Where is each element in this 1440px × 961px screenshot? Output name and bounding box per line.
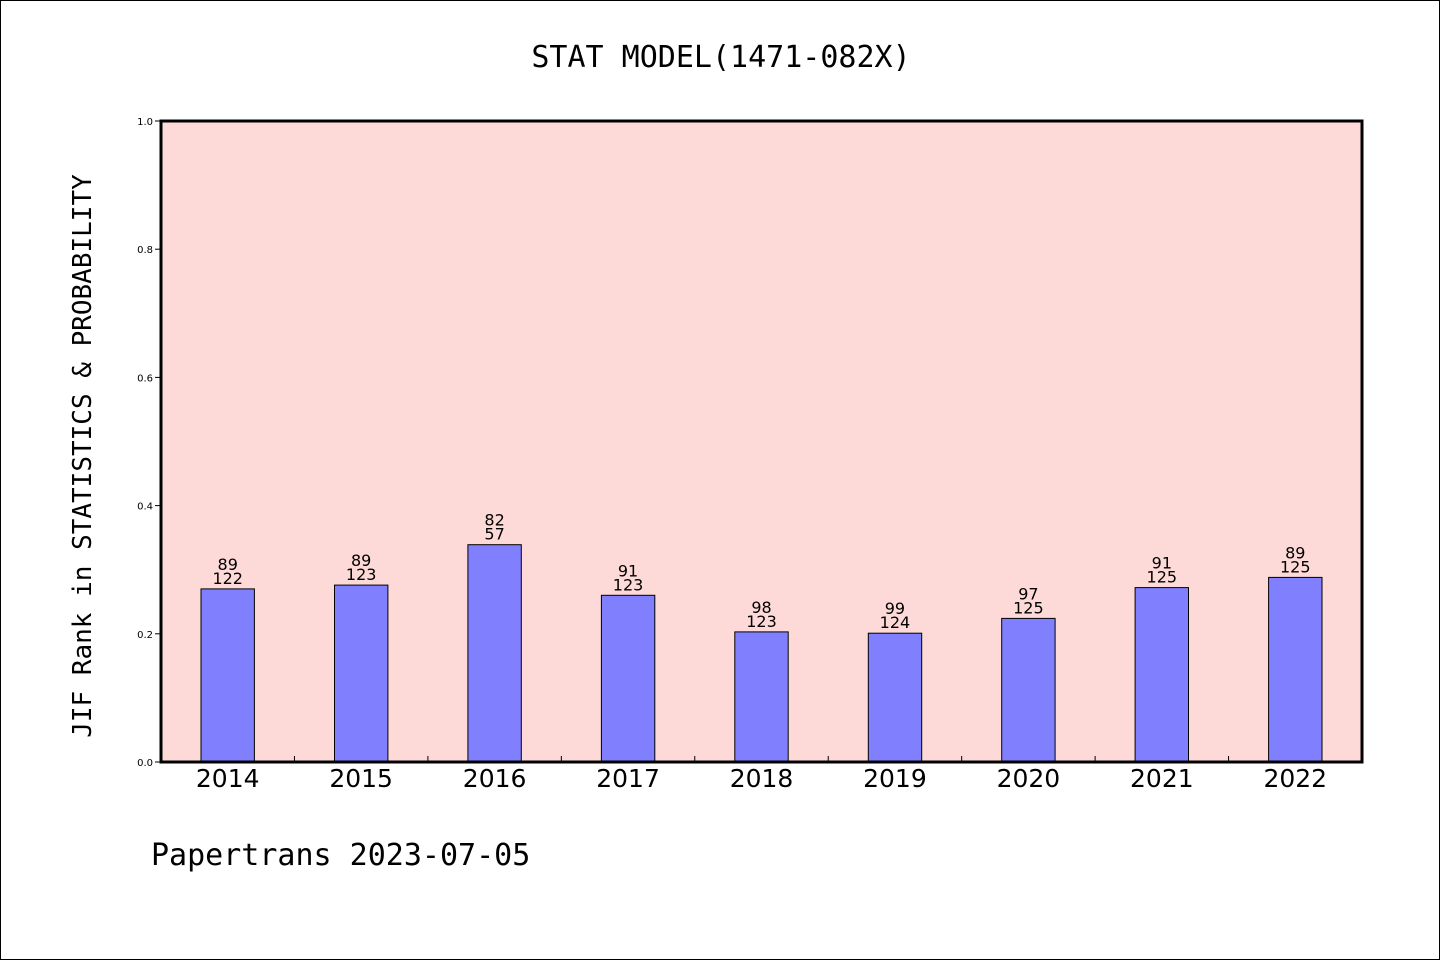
- data-label-rank-2019: 99: [885, 599, 905, 618]
- data-label-total-2020: 125: [1013, 598, 1044, 617]
- bar-2019: [867, 632, 923, 763]
- y-tick-label: 0.4: [137, 502, 153, 513]
- axis-ticks: 2014 2015 2016 2017 2018 2019 2020 2021 2022 0.0 0…: [137, 117, 1327, 793]
- data-label-total-2022: 125: [1280, 557, 1311, 576]
- bar-2020: [1001, 617, 1056, 763]
- y-tick-label: 0.2: [137, 630, 153, 641]
- y-tick-label: 0.0: [137, 758, 153, 769]
- x-tick-label-2016: 2016: [463, 764, 527, 793]
- x-tick-label-2021: 2021: [1130, 764, 1194, 793]
- data-label-total-2016: 57: [484, 525, 504, 544]
- bar-2018: [734, 631, 789, 763]
- data-label-rank-2022: 89: [1285, 543, 1305, 562]
- x-tick-label-2019: 2019: [863, 764, 927, 793]
- bar-2015: [334, 584, 389, 763]
- data-label-rank-2014: 89: [218, 555, 238, 574]
- bar-2014: [200, 588, 255, 763]
- bar-group: 8912289123825791123981239912497125911258…: [200, 511, 1323, 763]
- x-tick-label-2014: 2014: [196, 764, 260, 793]
- data-label-total-2017: 123: [613, 575, 644, 594]
- bar-2017: [600, 594, 656, 763]
- plot-frame: [159, 119, 1364, 764]
- y-tick-label: 0.6: [137, 373, 153, 384]
- data-label-rank-2021: 91: [1152, 554, 1172, 573]
- data-label-total-2018: 123: [746, 612, 777, 631]
- data-label-total-2015: 123: [346, 565, 377, 584]
- data-label-rank-2015: 89: [351, 551, 371, 570]
- y-tick-label: 1.0: [137, 117, 153, 128]
- chart-title: STAT MODEL(1471-082X): [531, 40, 910, 75]
- data-label-total-2021: 125: [1147, 568, 1178, 587]
- bar-2021: [1134, 587, 1189, 763]
- bar-2016: [467, 544, 522, 763]
- x-tick-label-2018: 2018: [730, 764, 794, 793]
- data-label-rank-2017: 91: [618, 561, 638, 580]
- x-tick-label-2020: 2020: [997, 764, 1061, 793]
- x-tick-label-2022: 2022: [1263, 764, 1327, 793]
- data-label-total-2014: 122: [212, 569, 243, 588]
- data-label-rank-2020: 97: [1018, 584, 1038, 603]
- data-label-rank-2016: 82: [484, 511, 504, 530]
- footer-credit: Papertrans 2023-07-05: [151, 838, 530, 873]
- data-label-total-2019: 124: [880, 613, 911, 632]
- y-tick-label: 0.8: [137, 245, 153, 256]
- x-tick-label-2015: 2015: [329, 764, 393, 793]
- x-tick-label-2017: 2017: [596, 764, 660, 793]
- y-axis-label: JIF Rank in STATISTICS & PROBABILITY: [68, 174, 98, 738]
- bar-2022: [1268, 576, 1323, 763]
- data-label-rank-2018: 98: [751, 598, 771, 617]
